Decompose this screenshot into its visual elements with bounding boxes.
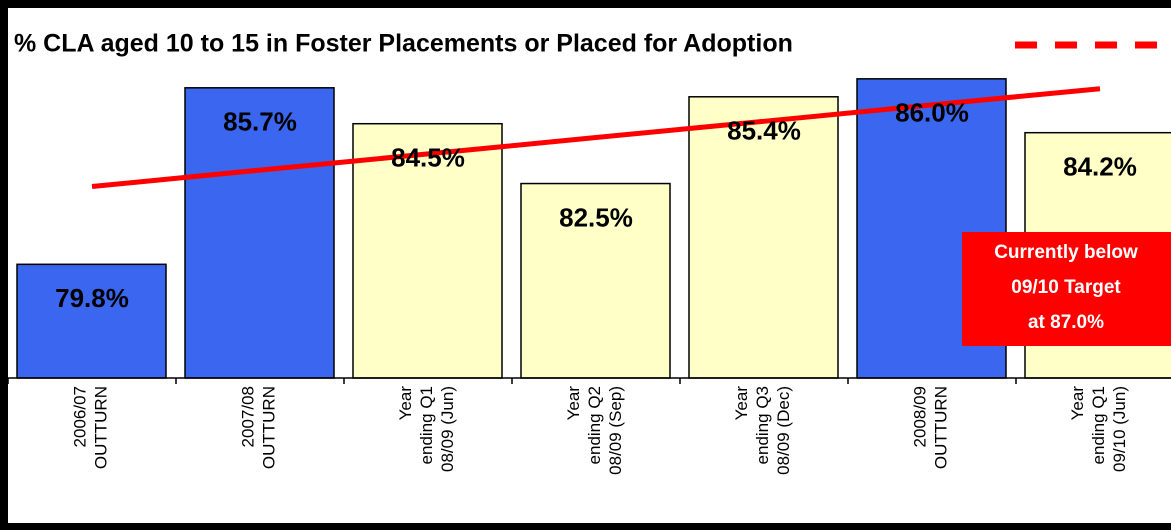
chart-title: % CLA aged 10 to 15 in Foster Placements…: [14, 30, 793, 58]
value-label: 84.5%: [391, 143, 465, 173]
value-label: 86.0%: [895, 98, 969, 128]
x-tick-label: 2006/07 OUTTURN: [71, 386, 111, 469]
trend-line: [91, 86, 1101, 190]
bar: [16, 263, 167, 379]
value-label: 85.7%: [223, 107, 297, 137]
value-label: 85.4%: [727, 116, 801, 146]
x-tick-label: Year ending Q1 08/09 (Jun): [396, 386, 457, 472]
x-tick-label: Year ending Q2 08/09 (Sep): [564, 386, 625, 475]
bar: [184, 87, 335, 379]
annotation-text: at 87.0%: [1028, 312, 1104, 333]
annotation-box: [962, 232, 1171, 346]
annotation-text: Currently below: [994, 242, 1138, 263]
bar: [688, 96, 839, 379]
x-tick-label: Year ending Q3 08/09 (Dec): [732, 386, 793, 475]
value-label: 84.2%: [1063, 152, 1137, 182]
x-tick-label: 2008/09 OUTTURN: [911, 386, 951, 469]
annotation-text: 09/10 Target: [1011, 277, 1121, 298]
value-label: 79.8%: [55, 283, 129, 313]
bar: [520, 182, 671, 379]
value-label: 82.5%: [559, 202, 633, 232]
x-tick-label: Year ending Q1 09/10 (Jun): [1068, 386, 1129, 472]
bar: [352, 122, 503, 379]
x-tick-label: 2007/08 OUTTURN: [239, 386, 279, 469]
